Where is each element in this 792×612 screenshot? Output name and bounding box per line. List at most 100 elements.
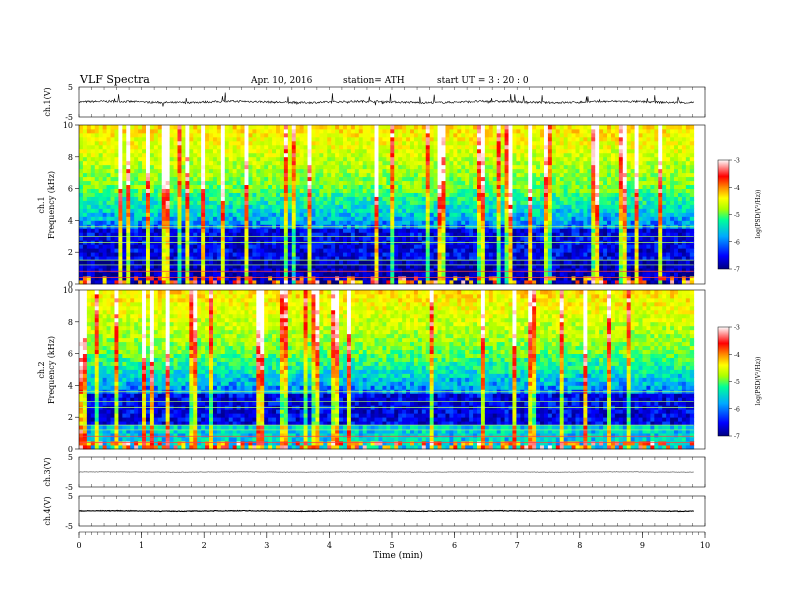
spectrogram-cell xyxy=(559,200,565,205)
spectrogram-cell xyxy=(331,236,336,241)
spectrogram-cell xyxy=(260,192,265,197)
spectrogram-cell xyxy=(551,160,557,166)
spectrogram-cell xyxy=(528,236,533,241)
spectrogram-cell xyxy=(209,156,214,162)
spectrogram-cell xyxy=(480,168,486,174)
spectrogram-cell xyxy=(240,212,245,217)
spectrogram-cell xyxy=(374,204,379,209)
spectrogram-cell xyxy=(536,204,541,209)
spectrogram-cell xyxy=(386,192,391,197)
spectrogram-cell xyxy=(339,220,344,225)
spectrogram-cell xyxy=(528,196,533,201)
spectrogram-cell xyxy=(465,216,470,221)
spectrogram-cell xyxy=(118,220,123,225)
spectrogram-cell xyxy=(145,192,151,197)
spectrogram-cell xyxy=(291,172,297,178)
spectrogram-cell xyxy=(220,204,226,209)
spectrogram-cell xyxy=(232,192,238,197)
spectrogram-cell xyxy=(346,160,352,166)
spectrogram-cell xyxy=(331,140,336,146)
spectrogram-cell xyxy=(82,184,88,190)
spectrogram-cell xyxy=(520,256,525,261)
spectrogram-cell xyxy=(567,244,572,249)
spectrogram-cell xyxy=(165,148,171,154)
spectrogram-cell xyxy=(291,256,297,261)
spectrogram-cell xyxy=(323,204,328,209)
spectrogram-cell xyxy=(477,196,482,201)
spectrogram-cell xyxy=(295,184,301,190)
spectrogram-cell xyxy=(547,132,553,138)
spectrogram-cell xyxy=(268,216,273,221)
spectrogram-cell xyxy=(406,216,411,221)
spectrogram-cell xyxy=(559,168,565,174)
spectrogram-cell xyxy=(370,184,375,190)
spectrogram-cell xyxy=(185,168,190,174)
spectrogram-cell xyxy=(90,152,96,158)
spectrogram-cell xyxy=(386,232,391,237)
spectrogram-cell xyxy=(130,276,135,281)
spectrogram-cell xyxy=(82,136,88,142)
spectrogram-cell xyxy=(461,220,466,225)
spectrogram-cell xyxy=(149,176,155,182)
spectrogram-cell xyxy=(425,216,431,221)
spectrogram-cell xyxy=(82,140,88,146)
spectrogram-cell xyxy=(465,148,470,154)
spectrogram-cell xyxy=(378,172,383,178)
spectrogram-cell xyxy=(177,204,182,209)
spectrogram-cell xyxy=(536,168,541,174)
spectrogram-cell xyxy=(98,264,104,269)
spectrogram-cell xyxy=(94,220,100,225)
spectrogram-cell xyxy=(362,192,368,197)
spectrogram-cell xyxy=(260,196,265,201)
spectrogram-cell xyxy=(189,264,194,269)
spectrogram-cell xyxy=(118,156,123,162)
spectrogram-cell xyxy=(402,148,407,154)
spectrogram-cell xyxy=(114,152,119,158)
spectrogram-cell xyxy=(555,204,561,209)
spectrogram-cell xyxy=(469,268,474,273)
spectrogram-cell xyxy=(536,128,541,134)
spectrogram-cell xyxy=(287,164,293,170)
spectrogram-cell xyxy=(114,148,119,154)
spectrogram-cell xyxy=(130,184,135,190)
spectrogram-cell xyxy=(165,204,171,209)
spectrogram-cell xyxy=(339,208,344,213)
spectrogram-cell xyxy=(220,168,226,174)
spectrogram-cell xyxy=(268,232,273,237)
spectrogram-cell xyxy=(193,264,198,269)
spectrogram-cell xyxy=(512,280,517,285)
spectrogram-cell xyxy=(209,204,214,209)
spectrogram-cell xyxy=(291,140,297,146)
spectrogram-cell xyxy=(394,172,399,178)
spectrogram-cell xyxy=(142,125,147,130)
spectrogram-cell xyxy=(216,132,222,138)
spectrogram-cell xyxy=(228,156,234,162)
spectrogram-cell xyxy=(248,196,253,201)
spectrogram-cell xyxy=(429,264,435,269)
spectrogram-cell xyxy=(256,280,261,285)
spectrogram-cell xyxy=(248,256,253,261)
spectrogram-cell xyxy=(492,228,498,233)
spectrogram-cell xyxy=(390,260,395,265)
spectrogram-cell xyxy=(201,125,206,130)
spectrogram-cell xyxy=(260,200,265,205)
spectrogram-cell xyxy=(272,212,277,217)
spectrogram-cell xyxy=(406,208,411,213)
spectrogram-cell xyxy=(256,188,261,193)
spectrogram-cell xyxy=(134,220,139,225)
spectrogram-cell xyxy=(260,140,265,146)
spectrogram-cell xyxy=(331,156,336,162)
spectrogram-cell xyxy=(362,220,368,225)
spectrogram-cell xyxy=(240,260,245,265)
spectrogram-cell xyxy=(232,132,238,138)
spectrogram-cell xyxy=(449,148,454,154)
spectrogram-cell xyxy=(279,220,285,225)
spectrogram-cell xyxy=(276,156,281,162)
spectrogram-cell xyxy=(252,148,257,154)
spectrogram-cell xyxy=(197,188,202,193)
spectrogram-cell xyxy=(272,208,277,213)
spectrogram-cell xyxy=(469,280,474,285)
spectrogram-cell xyxy=(145,168,151,174)
spectrogram-cell xyxy=(528,140,533,146)
